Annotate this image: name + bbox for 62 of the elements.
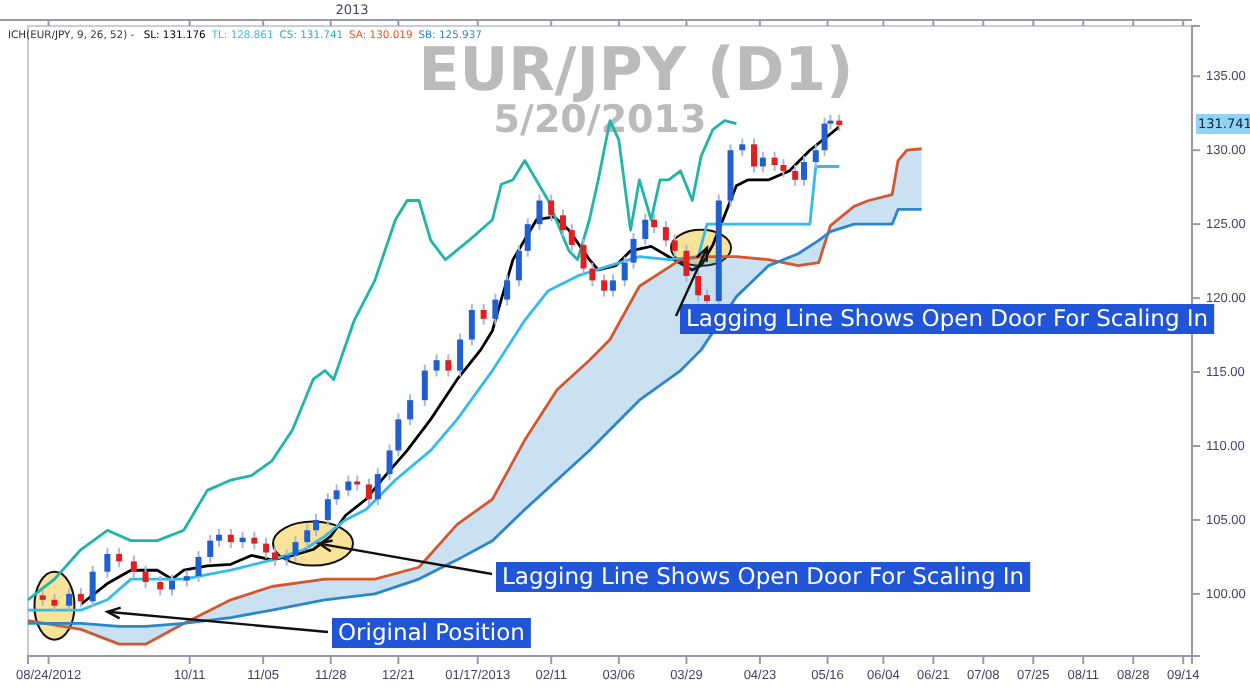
- candlestick: [504, 273, 511, 307]
- candlestick: [407, 393, 414, 427]
- candlestick: [630, 232, 637, 270]
- candlestick: [759, 150, 766, 174]
- candlestick: [468, 303, 475, 347]
- candlestick: [515, 243, 522, 288]
- candlestick: [771, 150, 778, 172]
- candlestick: [207, 533, 214, 564]
- candlestick: [116, 547, 123, 569]
- candlestick: [445, 353, 452, 378]
- candlestick: [651, 212, 658, 235]
- candlestick: [157, 575, 164, 597]
- candlestick: [77, 586, 84, 609]
- candlestick: [104, 547, 111, 579]
- candlestick: [683, 243, 690, 283]
- annotation: Lagging Line Shows Open Door For Scaling In: [502, 562, 1025, 590]
- candlestick: [421, 363, 428, 408]
- candlestick: [324, 492, 331, 527]
- candlestick: [548, 193, 555, 223]
- candlestick: [89, 564, 96, 609]
- candlestick: [751, 137, 758, 174]
- chart-title: EUR/JPY (D1): [418, 36, 854, 106]
- candlestick: [333, 483, 340, 507]
- candlestick: [621, 255, 628, 288]
- candlestick: [169, 573, 176, 597]
- candlestick: [492, 292, 499, 326]
- candlestick: [524, 217, 531, 258]
- candlestick: [609, 273, 616, 298]
- candlestick: [671, 233, 678, 258]
- candlestick: [589, 261, 596, 288]
- candlestick: [821, 116, 828, 158]
- candlestick: [313, 513, 320, 538]
- candlestick: [142, 564, 149, 589]
- candlestick: [642, 212, 649, 246]
- candlestick: [536, 193, 543, 232]
- candlestick: [304, 523, 311, 550]
- candlestick: [480, 303, 487, 326]
- candlestick: [812, 143, 819, 169]
- candlestick: [345, 474, 352, 498]
- candlestick: [271, 545, 278, 567]
- candlestick: [292, 535, 299, 563]
- candlestick: [559, 208, 566, 237]
- candlestick: [263, 536, 270, 560]
- candlestick: [66, 586, 73, 613]
- candlestick: [365, 477, 372, 507]
- annotation: Original Position: [338, 618, 525, 646]
- candlestick: [386, 443, 393, 482]
- candlestick: [601, 273, 608, 298]
- candlestick: [130, 554, 137, 579]
- annotation: Lagging Line Shows Open Door For Scaling In: [686, 304, 1209, 332]
- candlestick: [662, 220, 669, 248]
- candlestick: [801, 155, 807, 187]
- candlestick: [395, 412, 402, 458]
- candlestick: [433, 353, 440, 378]
- candlestick: [227, 527, 234, 550]
- candlestick: [195, 550, 202, 584]
- candlestick: [580, 237, 587, 276]
- candlestick: [457, 332, 464, 378]
- candlestick: [792, 164, 799, 187]
- candlestick: [695, 269, 702, 303]
- candlestick: [374, 467, 381, 507]
- candlestick: [568, 223, 575, 252]
